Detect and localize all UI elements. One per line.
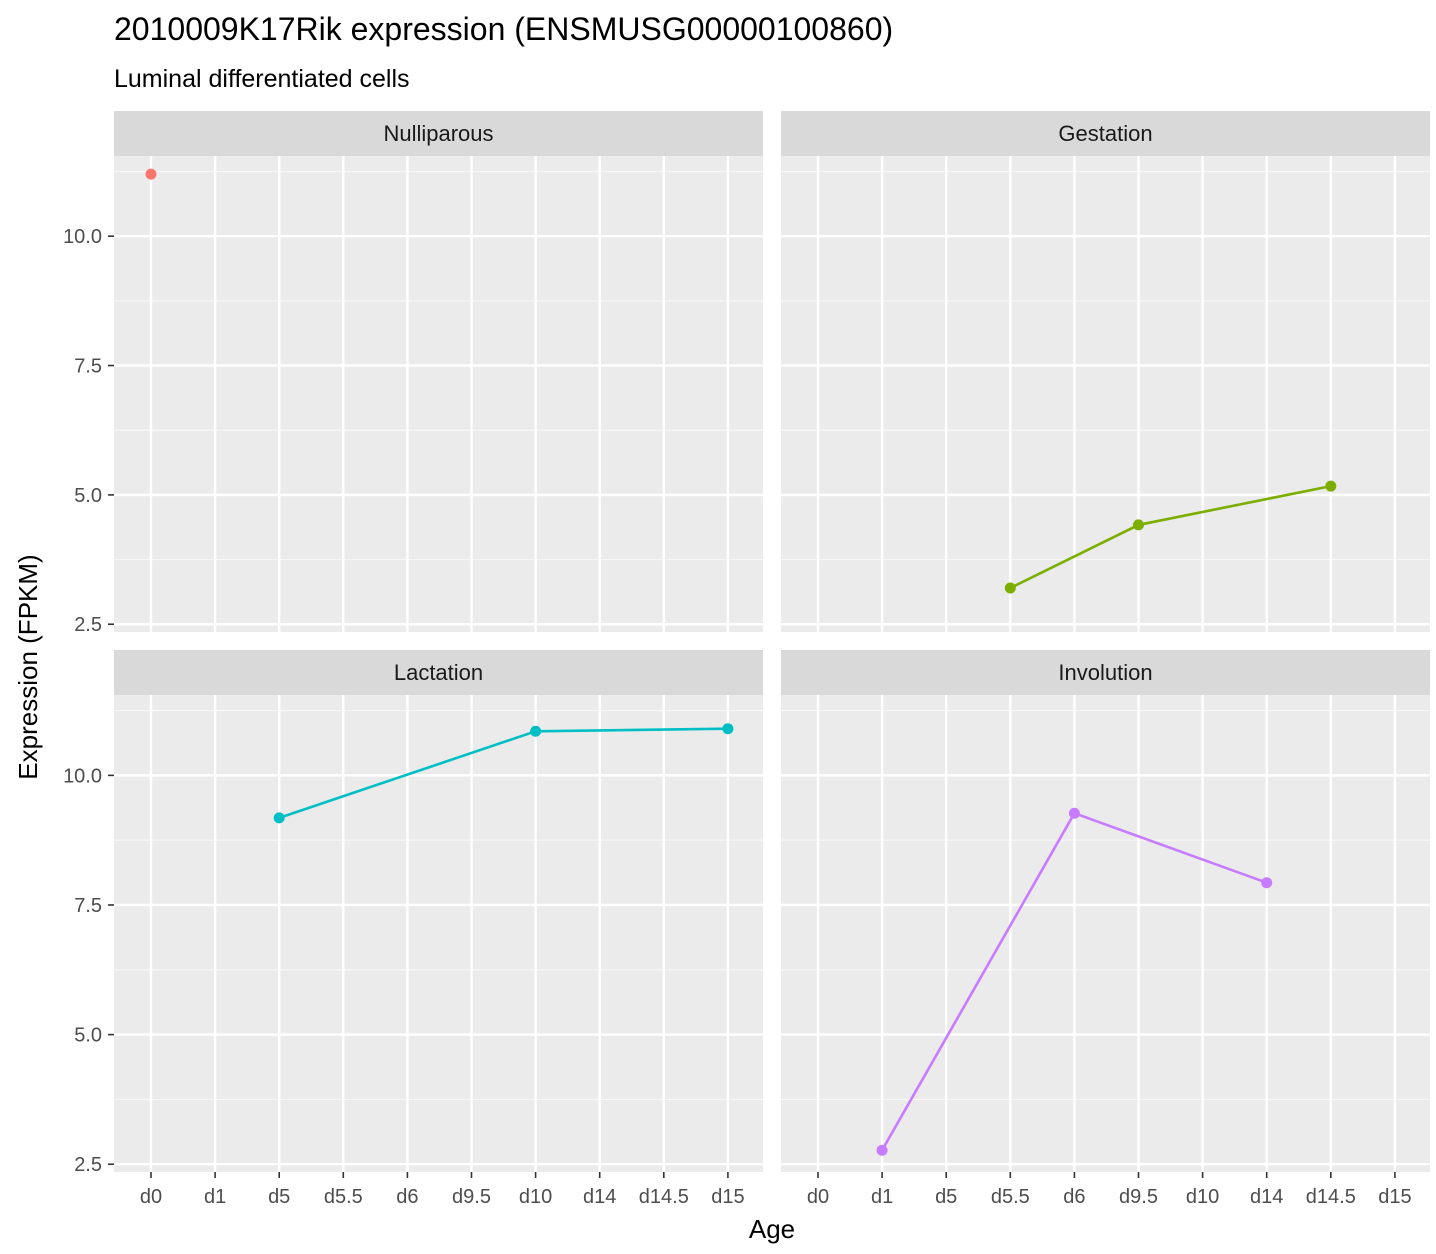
x-tick-label: d15 <box>711 1186 744 1208</box>
x-tick-label: d0 <box>140 1186 162 1208</box>
x-tick-label: d14 <box>583 1186 616 1208</box>
panel-involution: Involution d0 d1 d5 d5.5 d6 d9.5 d10 d14 d14.5 d15 <box>781 650 1430 1208</box>
x-tick-label: d9.5 <box>452 1186 491 1208</box>
data-point <box>1261 877 1273 889</box>
facet-strip <box>114 111 763 156</box>
y-tick-label: 5.0 <box>74 1025 102 1047</box>
data-point <box>722 723 734 735</box>
panel-background <box>114 156 763 632</box>
x-tick-label: d10 <box>519 1186 552 1208</box>
x-tick-label: d1 <box>871 1186 893 1208</box>
x-tick-label: d5 <box>268 1186 290 1208</box>
facet-strip-label: Involution <box>1058 660 1152 685</box>
data-point <box>1004 582 1016 594</box>
chart-subtitle: Luminal differentiated cells <box>114 65 410 93</box>
x-tick-label: d14.5 <box>639 1186 689 1208</box>
y-tick-label: 10.0 <box>63 226 102 248</box>
x-tick-label: d15 <box>1378 1186 1411 1208</box>
y-tick-label: 7.5 <box>74 356 102 378</box>
x-tick-label: d5.5 <box>991 1186 1030 1208</box>
facet-strip <box>781 111 1430 156</box>
data-point <box>530 725 542 737</box>
x-axis-title: Age <box>749 1214 795 1244</box>
data-point <box>1325 480 1337 492</box>
facet-strip-label: Nulliparous <box>383 121 493 146</box>
x-tick-label: d14 <box>1250 1186 1283 1208</box>
data-point <box>273 812 285 824</box>
panel-gestation: Gestation <box>781 111 1430 632</box>
data-point <box>1068 807 1080 819</box>
data-point <box>145 168 157 180</box>
facet-panels: Nulliparous 2.5 5.0 7.5 10.0 Gestation Lactati… <box>63 111 1430 1208</box>
x-tick-label: d1 <box>204 1186 226 1208</box>
y-tick-label: 2.5 <box>74 1154 102 1176</box>
y-tick-label: 2.5 <box>74 614 102 636</box>
x-tick-label: d14.5 <box>1306 1186 1356 1208</box>
x-tick-label: d6 <box>1063 1186 1085 1208</box>
y-tick-label: 10.0 <box>63 765 102 787</box>
facet-strip <box>114 650 763 695</box>
panel-background <box>114 695 763 1172</box>
x-tick-label: d5 <box>935 1186 957 1208</box>
panel-background <box>781 695 1430 1172</box>
y-tick-label: 7.5 <box>74 895 102 917</box>
data-point <box>1133 519 1144 531</box>
x-tick-label: d10 <box>1186 1186 1219 1208</box>
panel-background <box>781 156 1430 632</box>
x-tick-label: d5.5 <box>324 1186 363 1208</box>
y-tick-label: 5.0 <box>74 485 102 507</box>
y-axis-title: Expression (FPKM) <box>13 554 43 779</box>
facet-strip <box>781 650 1430 695</box>
x-tick-label: d9.5 <box>1119 1186 1158 1208</box>
data-point <box>876 1144 888 1156</box>
x-tick-label: d6 <box>396 1186 418 1208</box>
panel-nulliparous: Nulliparous 2.5 5.0 7.5 10.0 <box>63 111 763 636</box>
x-tick-label: d0 <box>807 1186 829 1208</box>
facet-strip-label: Gestation <box>1058 121 1152 146</box>
facet-strip-label: Lactation <box>394 660 483 685</box>
chart-title: 2010009K17Rik expression (ENSMUSG0000010… <box>114 11 893 47</box>
panel-lactation: Lactation 2.5 5.0 7.5 10.0 d0 d1 d5 d5.5 d6 d9.5 d1… <box>63 650 763 1208</box>
